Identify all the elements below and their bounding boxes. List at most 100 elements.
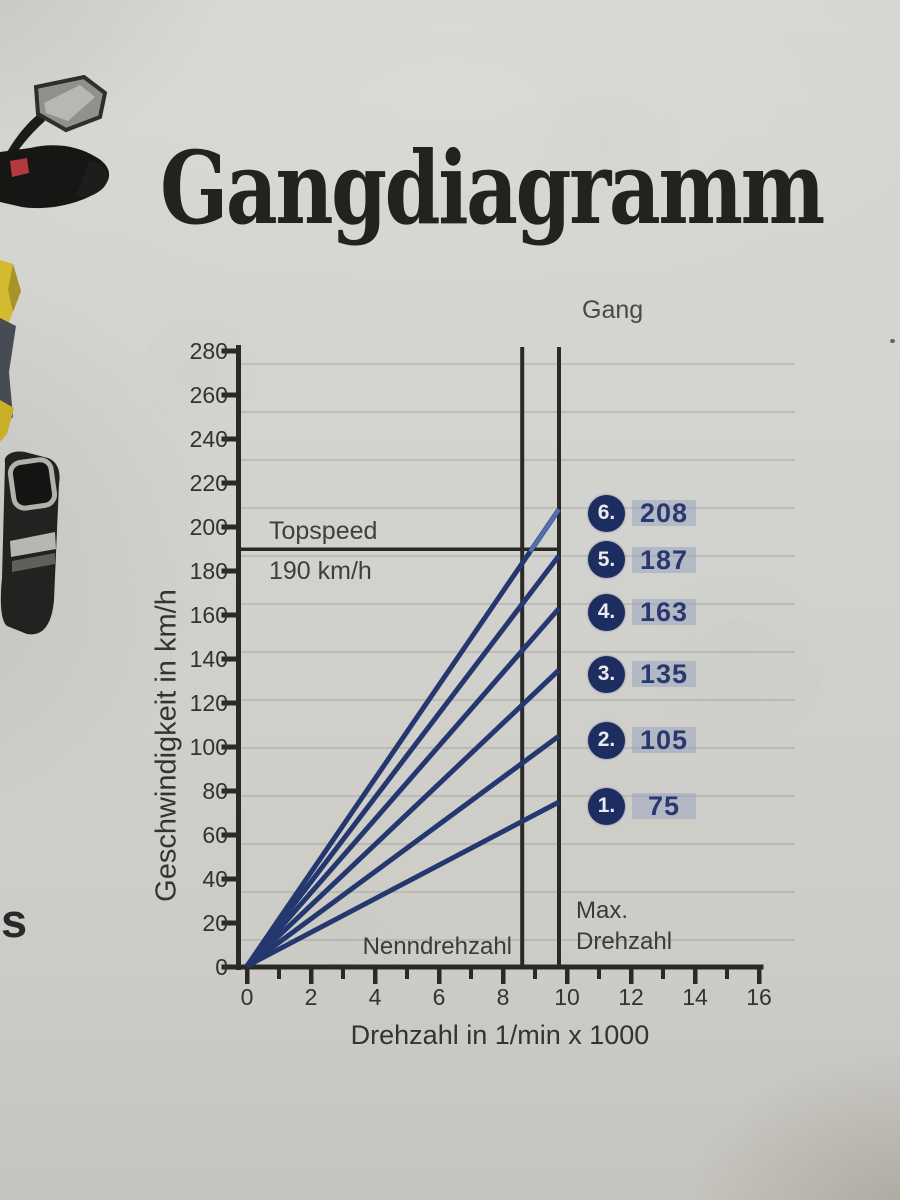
nenndrehzahl-line bbox=[520, 347, 525, 967]
x-tick-major bbox=[245, 969, 250, 984]
x-tick-label: 16 bbox=[746, 984, 772, 1010]
handguard-knuckle bbox=[76, 160, 108, 198]
topspeed-line bbox=[236, 547, 561, 551]
gear-line-6-tip bbox=[528, 508, 561, 553]
x-axis-title: Drehzahl in 1/min x 1000 bbox=[350, 1020, 650, 1050]
topspeed-label: Topspeed bbox=[269, 517, 378, 545]
x-tick-label: 12 bbox=[618, 984, 644, 1010]
x-tick-minor bbox=[597, 969, 601, 979]
y-tick bbox=[221, 788, 239, 794]
y-tick bbox=[221, 832, 239, 838]
x-tick-major bbox=[565, 969, 570, 984]
red-lever-icon bbox=[10, 158, 29, 177]
gear-6-badge: 6. bbox=[588, 494, 625, 532]
x-tick-label: 4 bbox=[368, 984, 382, 1010]
gear-6-value: 208 bbox=[639, 498, 689, 529]
max-drehzahl-label: Max. Drehzahl bbox=[576, 895, 672, 957]
x-tick-major bbox=[373, 969, 378, 984]
y-tick-label: 0 bbox=[215, 954, 228, 980]
y-tick-label: 180 bbox=[189, 558, 228, 584]
x-tick-major bbox=[501, 969, 506, 984]
gear-3-badge: 3. bbox=[588, 655, 625, 693]
y-tick bbox=[221, 920, 239, 926]
x-tick-label: 2 bbox=[304, 984, 318, 1010]
y-tick-label: 280 bbox=[189, 338, 228, 364]
gear-4-badge: 4. bbox=[588, 593, 625, 631]
y-tick bbox=[221, 876, 239, 882]
x-tick-major bbox=[629, 969, 634, 984]
x-tick-major bbox=[437, 969, 442, 984]
y-tick bbox=[221, 568, 239, 574]
y-tick bbox=[221, 744, 239, 750]
y-tick bbox=[221, 348, 239, 354]
y-tick bbox=[221, 436, 239, 442]
gear-4-value: 163 bbox=[639, 597, 689, 628]
y-tick bbox=[221, 612, 239, 618]
yellow-fairing-lower-icon bbox=[0, 400, 14, 442]
gear-2-highlight-band bbox=[632, 727, 696, 753]
x-tick-minor bbox=[725, 969, 729, 979]
x-tick-minor bbox=[661, 969, 665, 979]
slate-panel-icon bbox=[0, 318, 16, 427]
gear-5-badge: 5. bbox=[588, 541, 625, 579]
max-drehzahl-line2: Drehzahl bbox=[576, 928, 673, 955]
max-drehzahl-line1: Max. bbox=[576, 897, 629, 924]
x-tick-major bbox=[309, 969, 314, 984]
nenndrehzahl-label: Nenndrehzahl bbox=[362, 933, 512, 960]
x-tick-minor bbox=[533, 969, 537, 979]
paper-speck bbox=[890, 339, 895, 343]
gear-3-highlight-band bbox=[632, 661, 696, 687]
x-tick-major bbox=[757, 969, 762, 984]
gear-line-4 bbox=[245, 606, 561, 968]
gear-5-highlight-band bbox=[632, 546, 696, 573]
x-tick-label: 0 bbox=[240, 984, 254, 1010]
y-tick bbox=[221, 524, 239, 530]
x-tick-label: 10 bbox=[554, 984, 580, 1010]
x-tick-minor bbox=[341, 969, 345, 979]
motorcycle-photo-fragment bbox=[0, 75, 110, 635]
y-tick-label: 60 bbox=[202, 822, 228, 848]
x-tick-major bbox=[693, 969, 698, 984]
gear-1-highlight-band bbox=[632, 793, 696, 819]
gear-line-1 bbox=[245, 799, 561, 969]
x-tick-label: 8 bbox=[496, 984, 510, 1010]
x-tick-label: 14 bbox=[682, 984, 708, 1010]
max-drehzahl-line bbox=[557, 347, 561, 967]
gear-line-3 bbox=[245, 668, 561, 968]
page-title: Gangdiagramm bbox=[160, 129, 825, 247]
y-tick bbox=[221, 700, 239, 706]
y-tick bbox=[221, 392, 239, 398]
gear-1-badge: 1. bbox=[588, 787, 625, 825]
y-tick-label: 220 bbox=[189, 470, 228, 496]
gear-4-highlight-band bbox=[632, 599, 696, 626]
muffler-band-icon bbox=[10, 532, 56, 557]
x-tick-label: 6 bbox=[432, 984, 446, 1010]
y-tick-label: 120 bbox=[189, 690, 228, 716]
y-tick-label: 20 bbox=[202, 910, 228, 936]
y-tick-label: 240 bbox=[189, 426, 228, 452]
mirror-glass-highlight bbox=[44, 85, 95, 121]
muffler-opening-icon bbox=[7, 457, 58, 511]
gear-5-value: 187 bbox=[639, 544, 689, 575]
gear-6-highlight-band bbox=[632, 500, 696, 527]
legend-title: Gang bbox=[582, 296, 644, 324]
x-tick-minor bbox=[405, 969, 409, 979]
yellow-fairing-shade bbox=[8, 264, 21, 312]
y-tick-label: 140 bbox=[189, 646, 228, 672]
y-tick bbox=[221, 656, 239, 662]
photo-caption-letter: s bbox=[1, 894, 28, 947]
y-tick-label: 160 bbox=[189, 602, 228, 628]
muffler-band-2 bbox=[12, 553, 55, 572]
gear-1-value: 75 bbox=[647, 791, 681, 821]
gear-2-badge: 2. bbox=[588, 721, 625, 759]
y-tick bbox=[221, 480, 239, 486]
gear-line-6 bbox=[244, 507, 562, 968]
y-tick-label: 40 bbox=[202, 866, 228, 892]
gear-line-2 bbox=[245, 733, 561, 969]
topspeed-value-label: 190 km/h bbox=[269, 557, 372, 585]
x-tick-minor bbox=[277, 969, 281, 979]
y-tick bbox=[221, 964, 239, 970]
y-tick-label: 100 bbox=[189, 734, 228, 760]
